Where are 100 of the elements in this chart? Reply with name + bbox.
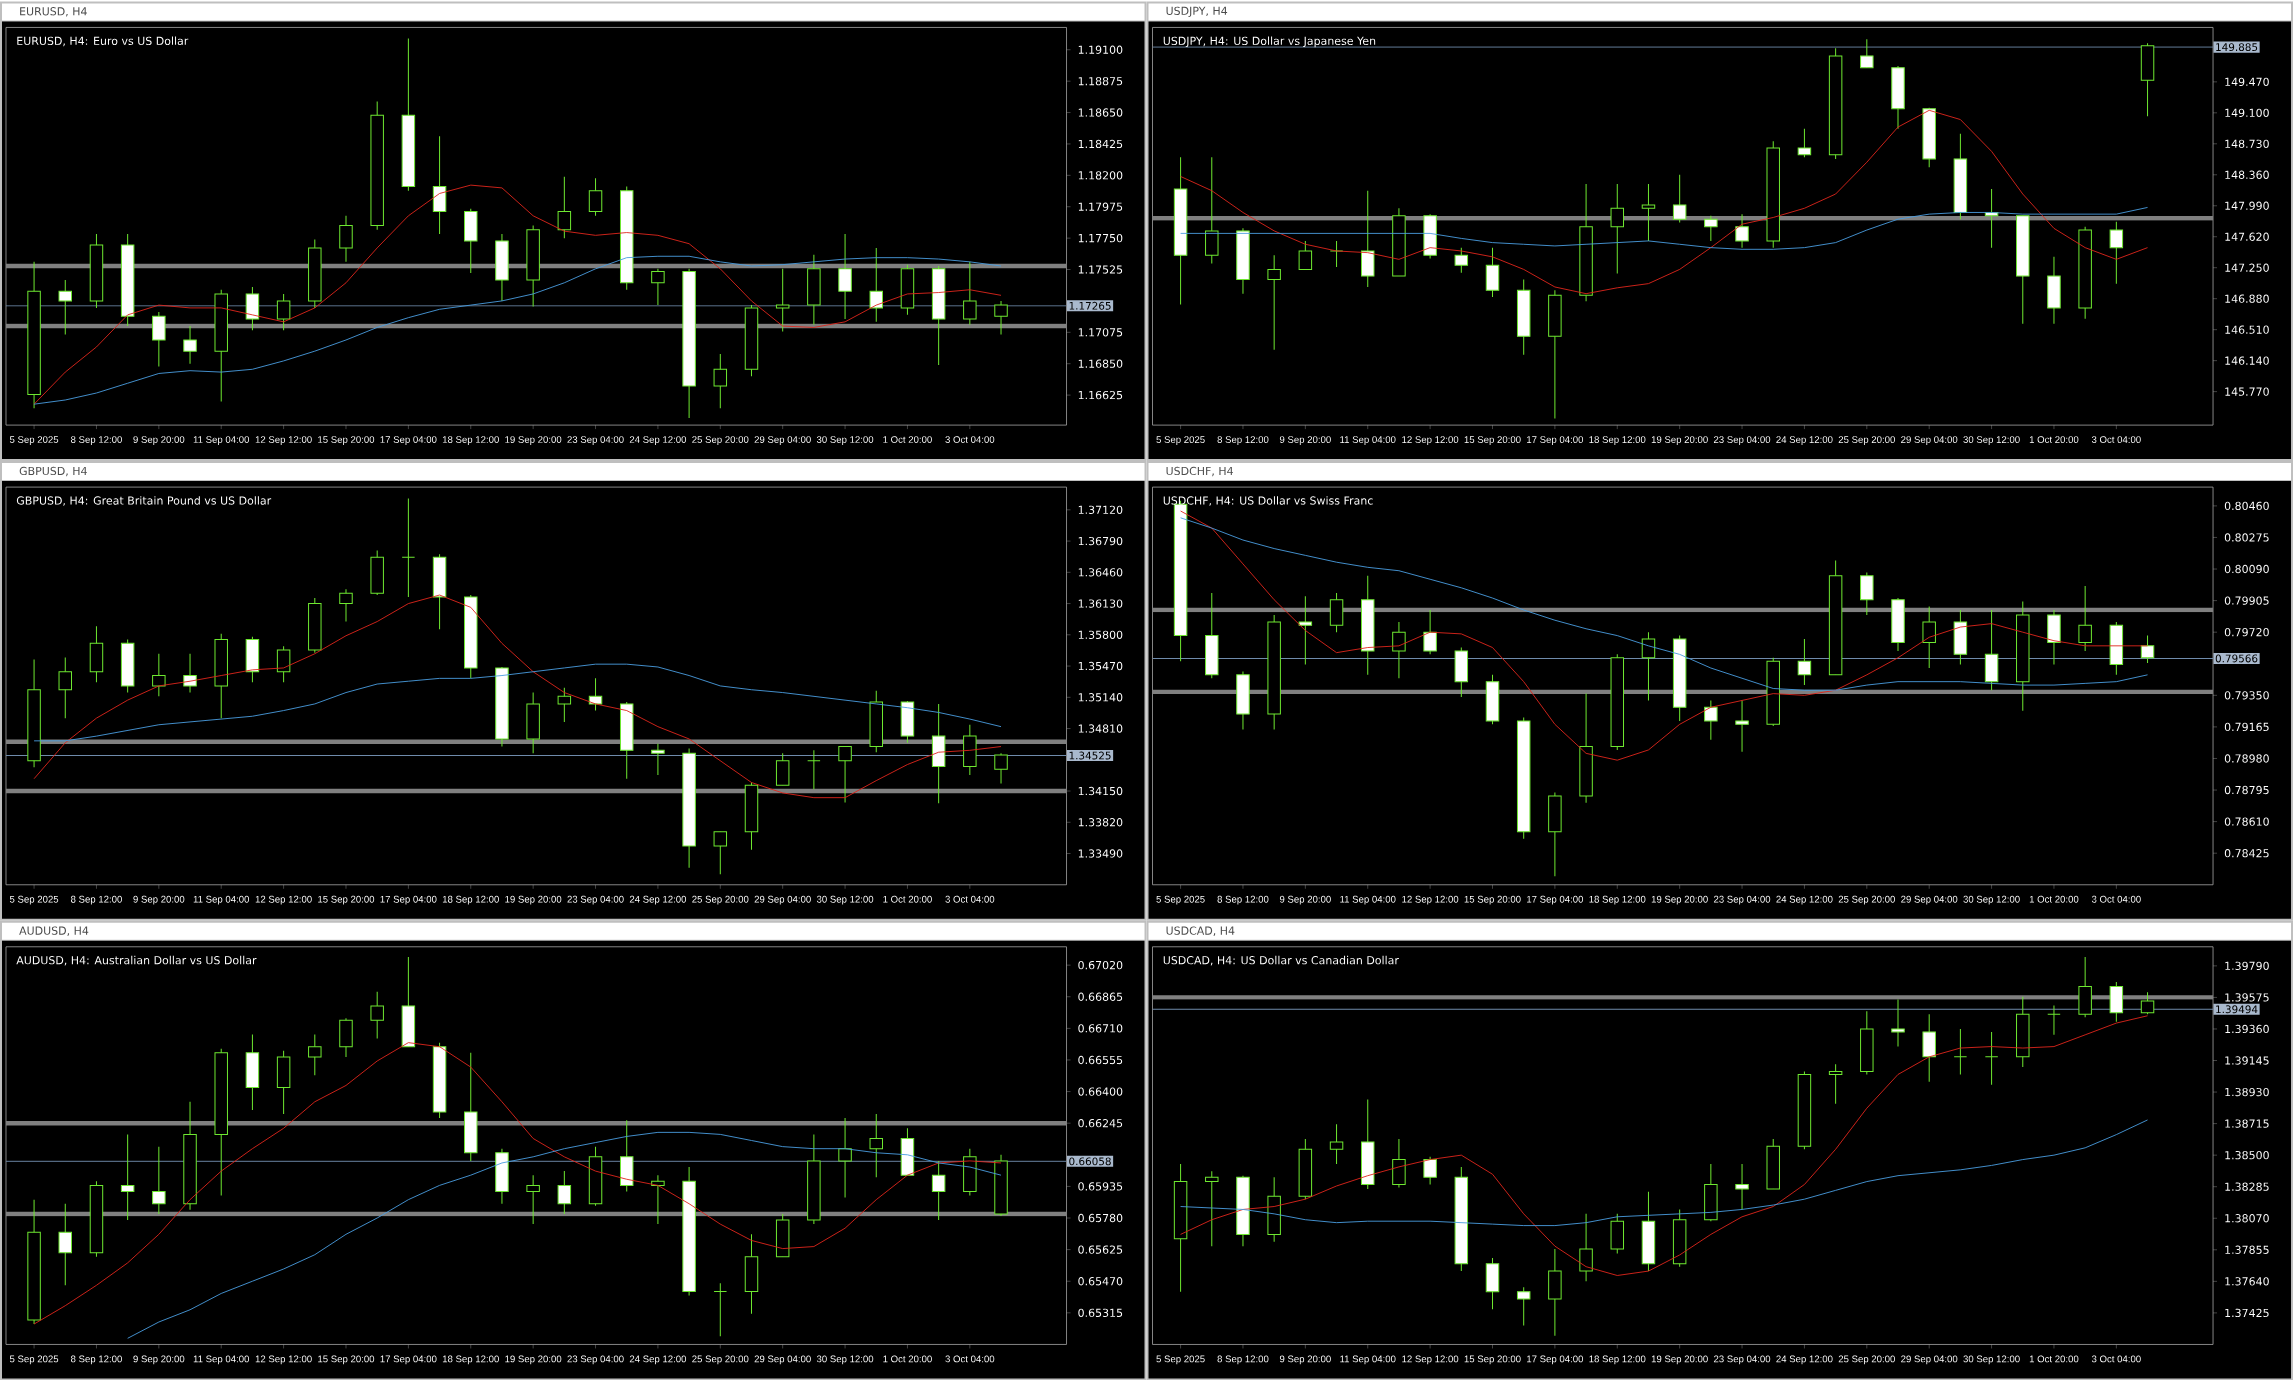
x-tick-label: 15 Sep 20:00 — [1464, 895, 1521, 905]
y-tick-label: 146.140 — [2225, 356, 2269, 365]
x-tick-label: 12 Sep 12:00 — [255, 435, 312, 445]
x-tick-label: 11 Sep 04:00 — [1340, 435, 1396, 445]
x-tick-label: 23 Sep 04:00 — [1713, 1355, 1771, 1365]
y-tick-label: 1.39145 — [2225, 1056, 2269, 1065]
x-tick-label: 25 Sep 20:00 — [692, 1355, 749, 1364]
y-tick-label: 1.17975 — [1078, 202, 1123, 211]
x-tick-label: 24 Sep 12:00 — [629, 895, 687, 905]
x-tick-label: 24 Sep 12:00 — [1776, 1355, 1833, 1365]
y-tick-label: 146.880 — [2225, 294, 2269, 303]
y-tick-label: 0.66710 — [1078, 1023, 1123, 1033]
x-tick-label: 11 Sep 04:00 — [193, 435, 250, 445]
y-tick-label: 0.65625 — [1078, 1245, 1123, 1254]
chart-title: USDCAD, H4 — [1166, 926, 1235, 936]
x-tick-label: 15 Sep 20:00 — [318, 1355, 375, 1364]
x-tick-label: 18 Sep 12:00 — [442, 895, 499, 905]
x-tick-label: 1 Oct 20:00 — [2029, 1355, 2079, 1363]
x-tick-label: 12 Sep 12:00 — [1402, 895, 1459, 905]
x-tick-label: 25 Sep 20:00 — [1838, 435, 1895, 445]
y-tick-label: 0.65470 — [1078, 1276, 1123, 1286]
x-tick-label: 18 Sep 12:00 — [1589, 435, 1646, 445]
x-tick-label: 5 Sep 2025 — [1156, 1355, 1205, 1365]
x-tick-label: 5 Sep 2025 — [9, 1355, 59, 1364]
x-tick-label: 15 Sep 20:00 — [318, 895, 375, 905]
ref-line-label: 1.34525 — [1069, 751, 1111, 760]
y-tick-label: 0.66245 — [1078, 1118, 1123, 1128]
x-tick-label: 29 Sep 04:00 — [1901, 895, 1958, 905]
x-tick-label: 17 Sep 04:00 — [380, 1355, 437, 1364]
x-tick-label: 19 Sep 20:00 — [505, 895, 562, 905]
ref-line-label: 149.885 — [2216, 42, 2258, 51]
y-tick-label: 1.38285 — [2225, 1182, 2269, 1191]
y-tick-label: 1.16625 — [1078, 390, 1123, 400]
text: GBPUSD, H4: Great Britain Pound vs US Dollar — [16, 495, 272, 506]
x-tick-label: 8 Sep 12:00 — [70, 895, 122, 905]
y-tick-label: 1.37640 — [2225, 1276, 2269, 1286]
x-tick-label: 8 Sep 12:00 — [1217, 895, 1269, 905]
x-tick-label: 19 Sep 20:00 — [1651, 435, 1708, 445]
x-tick-label: 1 Oct 20:00 — [2029, 435, 2079, 443]
x-tick-label: 23 Sep 04:00 — [567, 1355, 624, 1364]
y-tick-label: 148.360 — [2225, 170, 2269, 179]
y-tick-label: 0.79350 — [2224, 690, 2269, 700]
x-tick-label: 23 Sep 04:00 — [567, 895, 624, 905]
y-tick-label: 1.35140 — [1078, 692, 1123, 702]
x-tick-label: 18 Sep 12:00 — [442, 1355, 499, 1364]
x-tick-label: 30 Sep 12:00 — [816, 1355, 874, 1364]
chart-title: GBPUSD, H4 — [19, 466, 87, 477]
y-tick-label: 1.19100 — [1078, 45, 1123, 54]
x-tick-label: 3 Oct 04:00 — [2091, 435, 2141, 443]
y-tick-label: 1.38070 — [2225, 1213, 2269, 1223]
y-tick-label: 1.37855 — [2225, 1245, 2269, 1254]
x-tick-label: 1 Oct 20:00 — [883, 895, 932, 903]
y-tick-label: 1.36460 — [1078, 567, 1123, 577]
x-tick-label: 30 Sep 12:00 — [1963, 895, 2020, 905]
y-tick-label: 1.38715 — [2225, 1119, 2269, 1128]
x-tick-label: 17 Sep 04:00 — [1527, 1355, 1584, 1365]
x-tick-label: 8 Sep 12:00 — [70, 1355, 122, 1364]
x-tick-label: 23 Sep 04:00 — [1713, 435, 1771, 445]
text: USDCAD, H4: US Dollar vs Canadian Dollar — [1163, 955, 1399, 966]
x-tick-label: 18 Sep 12:00 — [442, 435, 499, 445]
x-tick-label: 17 Sep 04:00 — [380, 895, 437, 905]
x-tick-label: 29 Sep 04:00 — [754, 435, 811, 445]
x-tick-label: 5 Sep 2025 — [9, 435, 59, 445]
x-tick-label: 1 Oct 20:00 — [883, 435, 932, 443]
x-tick-label: 9 Sep 20:00 — [1279, 895, 1331, 905]
y-tick-label: 147.250 — [2225, 263, 2269, 272]
y-tick-label: 0.65315 — [1078, 1308, 1123, 1317]
chart-title: USDCHF, H4 — [1166, 466, 1234, 477]
x-tick-label: 24 Sep 12:00 — [1776, 435, 1833, 445]
x-tick-label: 24 Sep 12:00 — [629, 435, 687, 445]
y-tick-label: 1.39360 — [2225, 1024, 2269, 1033]
x-tick-label: 3 Oct 04:00 — [945, 435, 995, 443]
text: USDCHF, H4: US Dollar vs Swiss Franc — [1163, 495, 1373, 506]
x-tick-label: 15 Sep 20:00 — [318, 435, 375, 445]
x-tick-label: 11 Sep 04:00 — [193, 895, 250, 905]
x-tick-label: 11 Sep 04:00 — [1340, 1355, 1396, 1365]
x-tick-label: 9 Sep 20:00 — [1279, 1355, 1331, 1365]
x-tick-label: 3 Oct 04:00 — [945, 1355, 995, 1363]
text: EURUSD, H4: Euro vs US Dollar — [17, 36, 189, 46]
y-tick-label: 149.470 — [2225, 77, 2269, 86]
y-tick-label: 149.100 — [2225, 108, 2269, 117]
x-tick-label: 17 Sep 04:00 — [1527, 435, 1584, 445]
y-tick-label: 148.730 — [2225, 139, 2269, 148]
y-tick-label: 147.620 — [2225, 232, 2269, 241]
x-tick-label: 3 Oct 04:00 — [2091, 1355, 2141, 1363]
chart-title: EURUSD, H4 — [20, 6, 87, 17]
x-tick-label: 19 Sep 20:00 — [1651, 895, 1708, 905]
y-tick-label: 1.17750 — [1078, 233, 1123, 243]
y-tick-label: 0.79720 — [2224, 627, 2269, 637]
x-tick-label: 12 Sep 12:00 — [255, 1355, 312, 1364]
x-tick-label: 3 Oct 04:00 — [945, 895, 995, 903]
x-tick-label: 25 Sep 20:00 — [692, 895, 749, 905]
y-tick-label: 1.17075 — [1078, 327, 1123, 337]
y-tick-label: 0.80460 — [2224, 501, 2269, 510]
y-tick-label: 146.510 — [2225, 325, 2269, 334]
x-tick-label: 12 Sep 12:00 — [1402, 1355, 1459, 1365]
x-tick-label: 19 Sep 20:00 — [505, 1355, 562, 1364]
x-tick-label: 17 Sep 04:00 — [380, 435, 437, 445]
x-tick-label: 9 Sep 20:00 — [133, 895, 185, 905]
x-tick-label: 8 Sep 12:00 — [1217, 1355, 1269, 1365]
